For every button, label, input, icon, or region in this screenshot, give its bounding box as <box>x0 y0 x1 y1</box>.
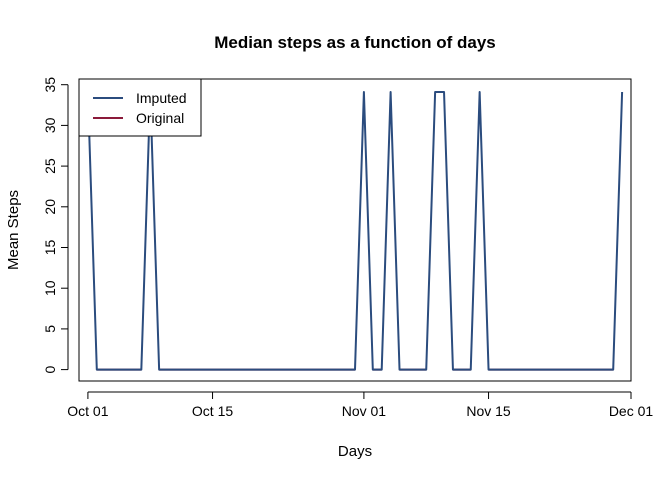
x-tick-label: Oct 15 <box>192 403 233 419</box>
y-tick-label: 5 <box>42 325 58 333</box>
y-tick-label: 25 <box>42 158 58 174</box>
series-line-imputed <box>86 91 624 371</box>
x-tick-label: Dec 01 <box>609 403 654 419</box>
y-tick-label: 20 <box>42 199 58 215</box>
x-tick-label: Nov 01 <box>342 403 387 419</box>
y-tick-label: 0 <box>42 366 58 374</box>
legend-label-original: Original <box>136 110 184 126</box>
y-tick-label: 30 <box>42 117 58 133</box>
series-layer <box>86 91 624 371</box>
y-tick-label: 15 <box>42 240 58 256</box>
x-axis-label: Days <box>338 443 372 460</box>
y-tick-label: 35 <box>42 77 58 93</box>
plot-area-border <box>78 78 632 382</box>
y-axis: 0 5 10 15 20 25 30 35 <box>42 77 69 374</box>
chart-title: Median steps as a function of days <box>214 33 496 52</box>
x-tick-label: Oct 01 <box>67 403 108 419</box>
legend-label-imputed: Imputed <box>136 90 187 106</box>
y-tick-label: 10 <box>42 280 58 296</box>
x-tick-label: Nov 15 <box>466 403 511 419</box>
legend: Imputed Original <box>78 78 202 137</box>
y-axis-label: Mean Steps <box>5 190 22 270</box>
x-axis: Oct 01 Oct 15 Nov 01 Nov 15 Dec 01 <box>67 391 654 419</box>
legend-box <box>78 78 202 137</box>
